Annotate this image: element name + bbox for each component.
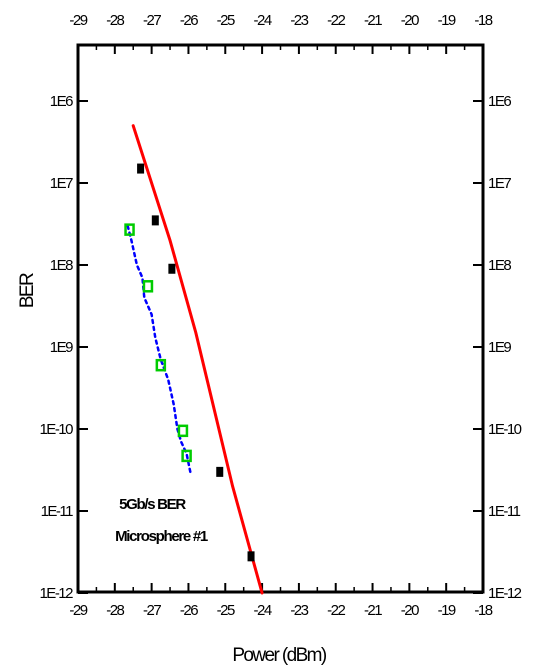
y-tick-label-left: 1E-12 — [39, 585, 73, 602]
x-tick-label-top: -18 — [474, 12, 492, 29]
x-tick-label-top: -22 — [327, 12, 345, 29]
y-tick-label-left: 1E9 — [50, 339, 73, 356]
x-tick-label-top: -23 — [290, 12, 308, 29]
axis-ticks — [77, 45, 484, 594]
x-tick-label-bottom: -21 — [364, 602, 382, 619]
y-tick-label-right: 1E-12 — [488, 585, 522, 602]
y-tick-label-right: 1E-10 — [488, 421, 522, 438]
fit-line-red — [131, 124, 264, 595]
y-tick-label-right: 1E-11 — [488, 503, 521, 520]
x-tick-label-top: -20 — [401, 12, 419, 29]
x-tick-label-bottom: -20 — [401, 602, 419, 619]
data-markers — [124, 163, 255, 562]
x-tick-label-bottom: -25 — [217, 602, 235, 619]
x-tick-label-bottom: -23 — [290, 602, 308, 619]
fit-lines — [126, 124, 264, 595]
x-tick-label-top: -28 — [106, 12, 124, 29]
x-tick-label-top: -24 — [253, 12, 271, 29]
data-point-filled-square — [151, 215, 159, 226]
y-tick-label-left: 1E8 — [50, 257, 73, 274]
x-tick-label-top: -27 — [143, 12, 161, 29]
y-tick-label-left: 1E7 — [50, 175, 73, 192]
x-tick-label-bottom: -26 — [180, 602, 198, 619]
data-point-open-square — [124, 223, 135, 236]
annotation-rate: 5Gb/s BER — [119, 496, 186, 513]
y-tick-label-right: 1E7 — [488, 175, 511, 192]
x-tick-label-bottom: -24 — [253, 602, 271, 619]
y-tick-label-left: 1E-10 — [39, 421, 73, 438]
x-tick-label-bottom: -27 — [143, 602, 161, 619]
y-tick-label-left: 1E-11 — [41, 503, 74, 520]
data-point-open-square — [177, 424, 189, 438]
tick-labels: -29 -29 -28 -28 -27 -27 -26 -26 -25 -25 -24 -24 -23 -… — [39, 12, 523, 619]
x-axis-title: Power (dBm) — [232, 645, 327, 666]
x-tick-label-top: -26 — [180, 12, 198, 29]
x-tick-label-bottom: -18 — [474, 602, 492, 619]
x-tick-label-top: -21 — [364, 12, 382, 29]
data-point-filled-square — [168, 263, 176, 274]
y-tick-label-right: 1E9 — [488, 339, 511, 356]
data-point-open-square — [142, 280, 154, 293]
x-tick-label-top: -19 — [438, 12, 456, 29]
annotation-device: Microsphere #1 — [115, 528, 208, 545]
y-tick-label-right: 1E8 — [488, 257, 511, 274]
y-axis-title: BER — [17, 273, 38, 308]
data-point-filled-square — [137, 163, 145, 174]
data-point-filled-square — [216, 466, 224, 477]
x-tick-label-top: -29 — [69, 12, 87, 29]
x-tick-label-bottom: -19 — [438, 602, 456, 619]
data-point-open-square — [155, 358, 167, 372]
x-tick-label-bottom: -28 — [106, 602, 124, 619]
fit-line-blue-dotted — [126, 224, 192, 474]
x-tick-label-top: -25 — [217, 12, 235, 29]
data-point-filled-square — [247, 551, 255, 562]
x-tick-label-bottom: -29 — [69, 602, 87, 619]
data-point-open-square — [181, 449, 192, 463]
x-tick-label-bottom: -22 — [327, 602, 345, 619]
y-tick-label-left: 1E6 — [50, 93, 73, 110]
y-tick-label-right: 1E6 — [488, 93, 511, 110]
